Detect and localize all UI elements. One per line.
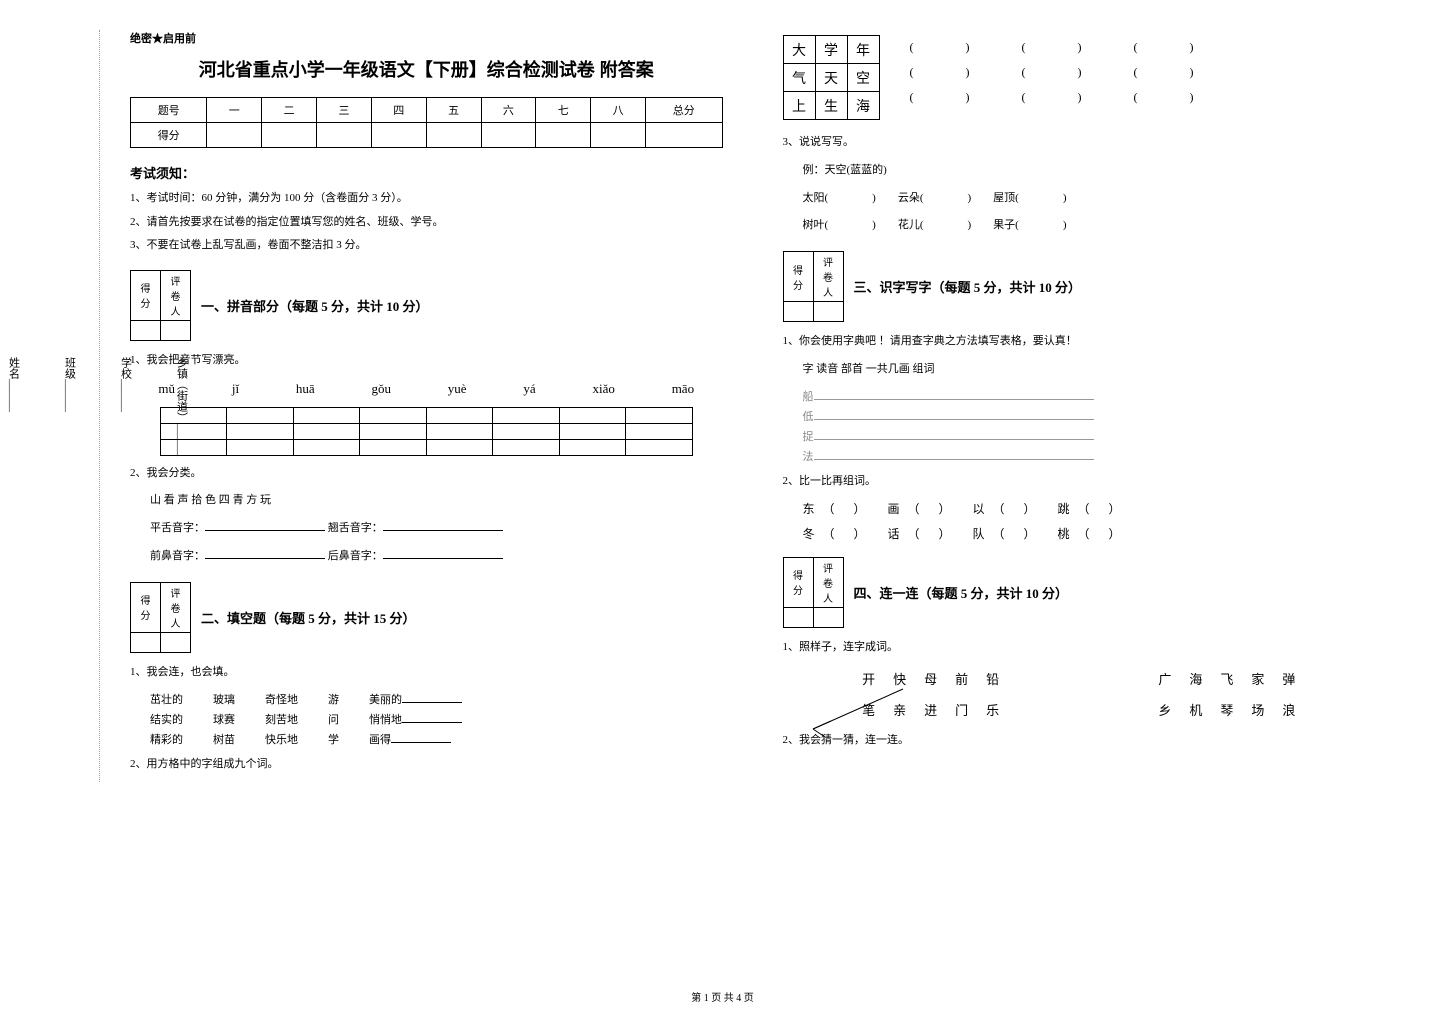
binding-margin: 乡镇（街道）______ 学校______ 班级______ 姓名______ … xyxy=(40,30,100,782)
sb-score: 得分 xyxy=(131,270,161,320)
s2-q2: 2、用方格中的字组成九个词。 xyxy=(130,755,723,775)
s2-example: 例：天空(蓝蓝的) xyxy=(783,161,1376,181)
cat-1r: 后鼻音字： xyxy=(328,550,383,562)
notice-title: 考试须知： xyxy=(130,163,723,182)
s4-q2: 2、我会猜一猜，连一连。 xyxy=(783,731,1376,751)
s2-q1: 1、我会连，也会填。 xyxy=(130,663,723,683)
s4-q1: 1、照样子，连字成词。 xyxy=(783,638,1376,658)
section3-title: 三、识字写字（每题 5 分，共计 10 分） xyxy=(854,277,1082,296)
exam-title: 河北省重点小学一年级语文【下册】综合检测试卷 附答案 xyxy=(130,56,723,82)
notice-1: 1、考试时间：60 分钟，满分为 100 分（含卷面分 3 分）。 xyxy=(130,190,723,208)
section4-title: 四、连一连（每题 5 分，共计 10 分） xyxy=(854,583,1069,602)
s1-q2: 2、我会分类。 xyxy=(130,464,723,484)
s3-q2: 2、比一比再组词。 xyxy=(783,472,1376,492)
paren-r0: ( ) ( ) ( ) xyxy=(910,38,1214,55)
paren-r2: ( ) ( ) ( ) xyxy=(910,88,1214,105)
s2-q3: 3、说说写写。 xyxy=(783,133,1376,153)
score-box-2: 得分评卷人 xyxy=(130,582,191,653)
score-table: 题号一二三四五六七八总分 得分 xyxy=(130,97,723,148)
paren-r1: ( ) ( ) ( ) xyxy=(910,63,1214,80)
dict-header: 字 读音 部首 一共几画 组词 xyxy=(783,360,1376,380)
score-box-1: 得分评卷人 xyxy=(130,270,191,341)
notice-3: 3、不要在试卷上乱写乱画，卷面不整洁扣 3 分。 xyxy=(130,237,723,255)
binding-field-2: 班级______ xyxy=(62,357,78,456)
binding-field-3: 姓名______ xyxy=(6,357,22,456)
confidential-label: 绝密★启用前 xyxy=(130,30,723,46)
char-grid: 大学年气天空上生海 xyxy=(783,35,880,120)
s3-q1: 1、你会使用字典吧 ！请用查字典之方法填写表格，要认真！ xyxy=(783,332,1376,352)
page-footer: 第 1 页 共 4 页 xyxy=(691,989,754,1004)
s1-q1: 1、我会把音节写漂亮。 xyxy=(130,351,723,371)
pinyin-row: mǔjǐhuāgǒuyuèyáxiǎomāo xyxy=(130,381,723,397)
section1-title: 一、拼音部分（每题 5 分，共计 10 分） xyxy=(201,296,429,315)
left-column: 绝密★启用前 河北省重点小学一年级语文【下册】综合检测试卷 附答案 题号一二三四… xyxy=(100,30,753,782)
cat-1l: 前鼻音字： xyxy=(150,550,205,562)
score-box-3: 得分评卷人 xyxy=(783,251,844,322)
s1-chars: 山 看 声 拾 色 四 青 方 玩 xyxy=(130,491,723,511)
notice-2: 2、请首先按要求在试卷的指定位置填写您的姓名、班级、学号。 xyxy=(130,214,723,232)
cat-0l: 平舌音字： xyxy=(150,522,205,534)
sb-grader: 评卷人 xyxy=(161,270,191,320)
right-column: 大学年气天空上生海 ( ) ( ) ( ) ( ) ( ) ( ) ( ) ( … xyxy=(753,30,1406,782)
cat-0r: 翘舌音字： xyxy=(328,522,383,534)
section2-title: 二、填空题（每题 5 分，共计 15 分） xyxy=(201,608,416,627)
score-box-4: 得分评卷人 xyxy=(783,557,844,628)
pinyin-table xyxy=(160,407,693,456)
